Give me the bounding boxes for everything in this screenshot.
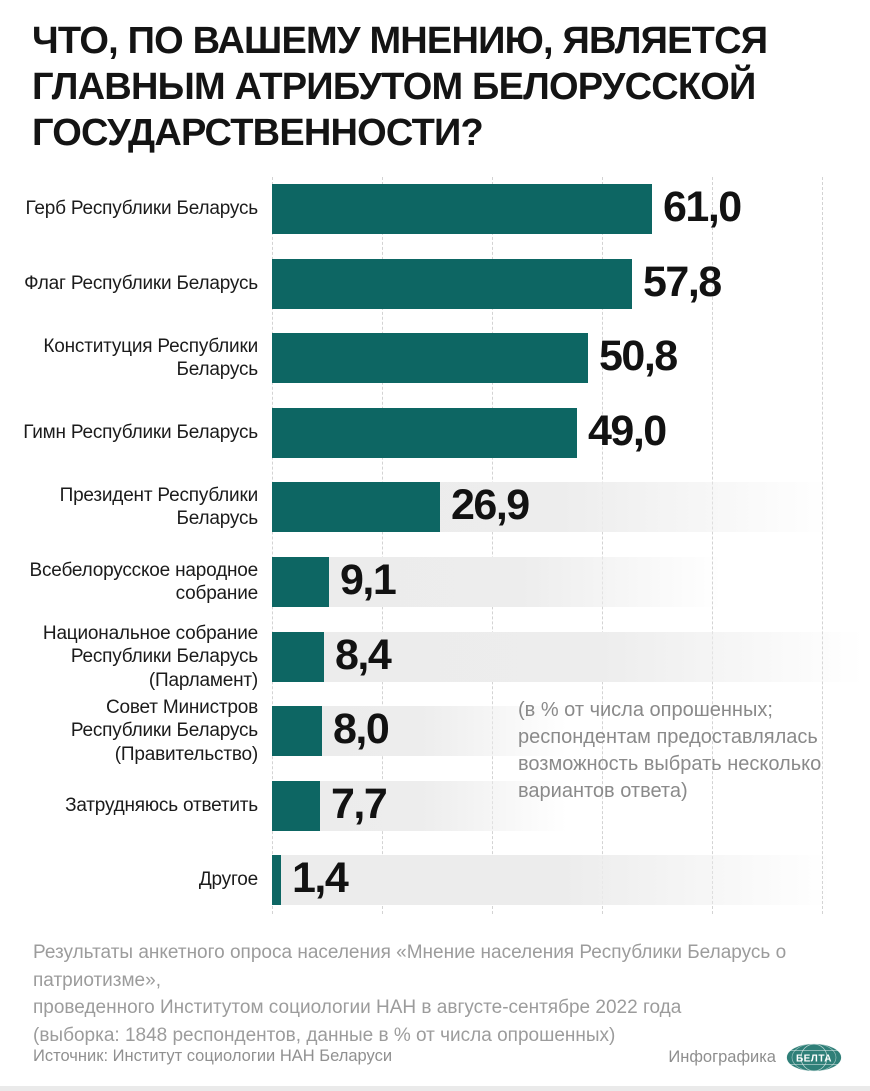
category-label: Затрудняюсь ответить (0, 781, 258, 831)
category-label-text: Флаг Республики Беларусь (24, 273, 258, 295)
category-label-text: Президент Республики Беларусь (59, 484, 259, 530)
bar-plot-area: 9,1 (272, 556, 870, 607)
value-label: 8,0 (333, 705, 390, 754)
bar-track (272, 706, 870, 756)
value-label: 8,4 (335, 631, 392, 680)
footer-line: (выборка: 1848 респондентов, данные в % … (33, 1024, 616, 1046)
gridline (382, 177, 383, 914)
grid-layer (272, 177, 870, 914)
credit-text: Инфографика (668, 1048, 776, 1066)
category-label: Совет Министров Республики Беларусь (Пра… (0, 697, 258, 765)
chart-row: Совет Министров Республики Беларусь (Пра… (0, 697, 870, 765)
source-text: Источник: Институт социологии НАН Белару… (33, 1047, 393, 1065)
gridline (822, 177, 823, 914)
page-title: ЧТО, ПО ВАШЕМУ МНЕНИЮ, ЯВЛЯЕТСЯ ГЛАВНЫМ … (32, 20, 768, 154)
bar (272, 632, 324, 682)
category-label-text: Гимн Республики Беларусь (23, 422, 258, 444)
chart-row: Другое 1,4 (0, 854, 870, 905)
gridline (272, 177, 273, 914)
value-label: 61,0 (663, 183, 742, 232)
bar-track (272, 781, 870, 831)
chart-row: Флаг Республики Беларусь 57,8 (0, 258, 870, 309)
value-label: 57,8 (643, 258, 722, 307)
value-label: 7,7 (331, 780, 388, 829)
bar-plot-area: 57,8 (272, 258, 870, 309)
bar (272, 408, 577, 458)
category-label: Другое (0, 855, 258, 905)
category-label: Герб Республики Беларусь (0, 184, 259, 234)
footer-line: проведенного Институтом социологии НАН в… (33, 997, 682, 1018)
category-label: Флаг Республики Беларусь (0, 259, 258, 309)
bar-plot-area: 61,0 (272, 183, 870, 234)
value-label: 9,1 (340, 556, 397, 605)
chart-row: Герб Республики Беларусь 61,0 (0, 183, 870, 234)
category-label-text: Конституция Республики Беларусь (43, 335, 258, 381)
category-label: Всебелорусское народное собрание (0, 557, 259, 607)
bar (272, 855, 281, 905)
category-label-text: Всебелорусское народное собрание (29, 559, 259, 605)
category-label: Президент Республики Беларусь (0, 482, 259, 532)
bottom-strip (0, 1086, 870, 1091)
bar (272, 557, 329, 607)
bar (272, 482, 440, 532)
value-label: 26,9 (451, 481, 530, 530)
chart-row: Затрудняюсь ответить 7,7 (0, 780, 870, 831)
value-label: 50,8 (599, 332, 678, 381)
category-label: Национальное собрание Республики Беларус… (0, 623, 258, 691)
bar-track (272, 855, 870, 905)
category-label-text: Национальное собрание Республики Беларус… (42, 622, 258, 691)
belta-logo: БЕЛТА (786, 1043, 842, 1072)
bar-track (272, 557, 870, 607)
category-label-text: Другое (198, 869, 258, 891)
bar-plot-area: 8,0 (272, 705, 870, 756)
chart-row: Всебелорусское народное собрание 9,1 (0, 556, 870, 607)
value-label: 49,0 (588, 407, 667, 456)
chart-row: Президент Республики Беларусь 26,9 (0, 481, 870, 532)
bar (272, 333, 588, 383)
bar (272, 184, 652, 234)
footer-note: Результаты анкетного опроса населения «М… (33, 939, 853, 1049)
chart-row: Конституция Республики Беларусь 50,8 (0, 332, 870, 383)
category-label-text: Затрудняюсь ответить (65, 795, 258, 817)
bar (272, 259, 632, 309)
bar-plot-area: 8,4 (272, 631, 870, 682)
footer-line: Результаты анкетного опроса населения «М… (33, 942, 787, 991)
value-label: 1,4 (292, 854, 349, 903)
gridline (712, 177, 713, 914)
bar-track (272, 632, 870, 682)
bar (272, 706, 322, 756)
bar (272, 781, 320, 831)
globe-icon: БЕЛТА (786, 1043, 842, 1072)
bar-plot-area: 7,7 (272, 780, 870, 831)
gridline (492, 177, 493, 914)
chart-row: Национальное собрание Республики Беларус… (0, 623, 870, 691)
bar-plot-area: 26,9 (272, 481, 870, 532)
category-label: Гимн Республики Беларусь (0, 408, 258, 458)
gridline (602, 177, 603, 914)
category-label: Конституция Республики Беларусь (0, 333, 258, 383)
chart-row: Гимн Республики Беларусь 49,0 (0, 407, 870, 458)
chart-annotation: (в % от числа опрошенных; респондентам п… (518, 699, 822, 802)
category-label-text: Герб Республики Беларусь (25, 198, 259, 220)
belta-logo-text: БЕЛТА (796, 1054, 832, 1065)
bar-plot-area: 50,8 (272, 332, 870, 383)
bar-plot-area: 1,4 (272, 854, 870, 905)
category-label-text: Совет Министров Республики Беларусь (Пра… (70, 696, 258, 765)
bar-plot-area: 49,0 (272, 407, 870, 458)
